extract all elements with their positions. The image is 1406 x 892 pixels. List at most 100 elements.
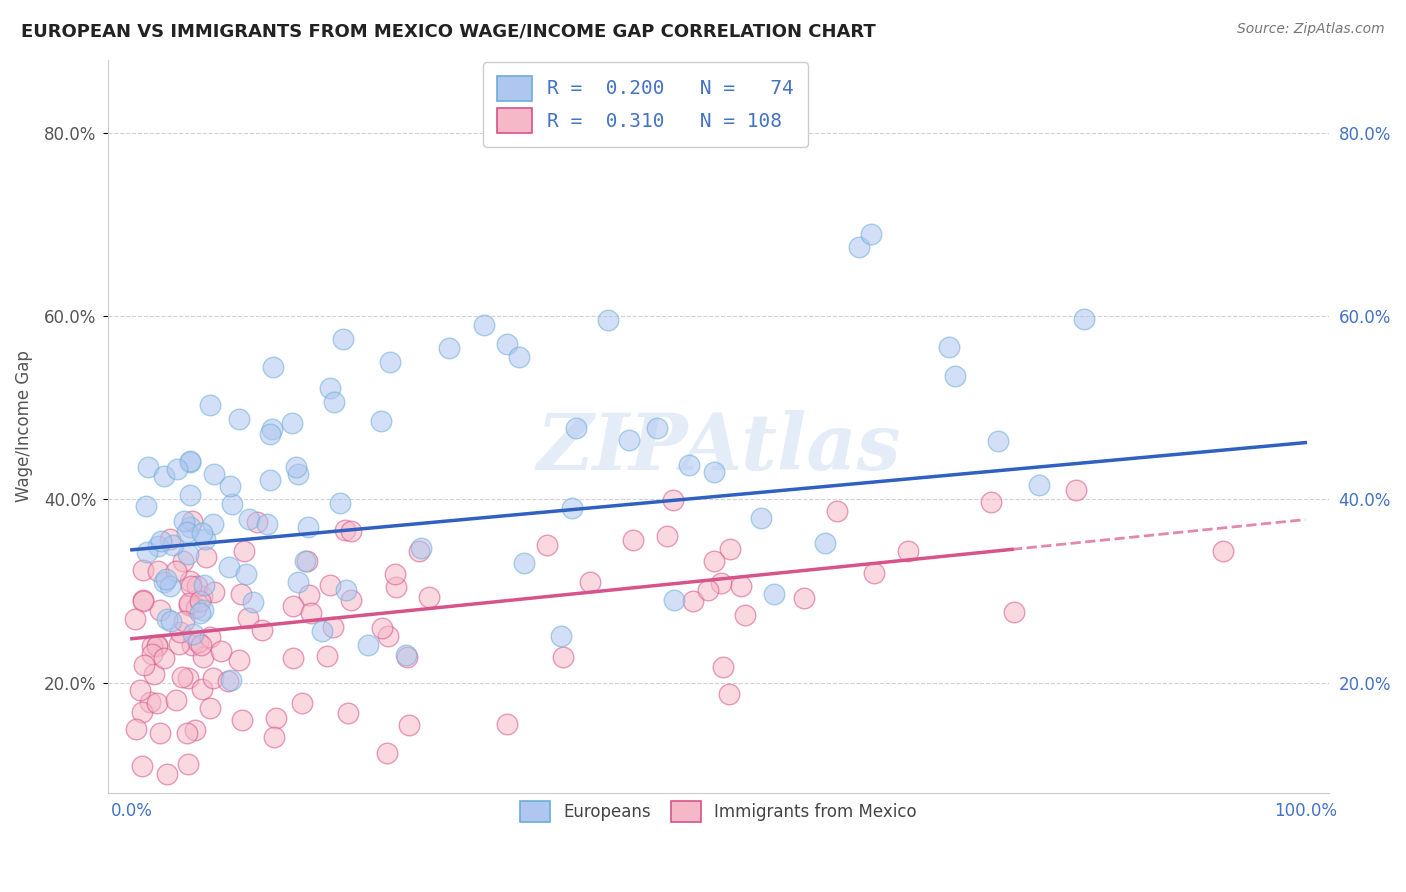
- Point: [623, 533, 645, 548]
- Point: [156, 767, 179, 781]
- Point: [217, 674, 239, 689]
- Point: [561, 501, 583, 516]
- Point: [710, 575, 733, 590]
- Point: [283, 599, 305, 613]
- Point: [377, 629, 399, 643]
- Point: [177, 756, 200, 771]
- Point: [322, 395, 344, 409]
- Point: [395, 648, 418, 662]
- Point: [142, 666, 165, 681]
- Point: [166, 462, 188, 476]
- Point: [496, 336, 519, 351]
- Point: [149, 603, 172, 617]
- Point: [131, 759, 153, 773]
- Point: [176, 524, 198, 539]
- Point: [579, 574, 602, 589]
- Point: [231, 713, 253, 727]
- Point: [678, 458, 700, 472]
- Point: [180, 579, 202, 593]
- Point: [408, 543, 430, 558]
- Point: [311, 624, 333, 639]
- Text: ZIPAtlas: ZIPAtlas: [536, 409, 901, 486]
- Text: Source: ZipAtlas.com: Source: ZipAtlas.com: [1237, 22, 1385, 37]
- Point: [793, 591, 815, 605]
- Point: [336, 706, 359, 721]
- Point: [262, 359, 284, 374]
- Point: [177, 596, 200, 610]
- Point: [132, 593, 155, 607]
- Point: [263, 731, 285, 745]
- Point: [751, 511, 773, 525]
- Point: [195, 549, 218, 564]
- Point: [418, 590, 440, 604]
- Point: [987, 434, 1010, 449]
- Point: [165, 564, 187, 578]
- Point: [717, 687, 740, 701]
- Point: [153, 469, 176, 483]
- Point: [1212, 543, 1234, 558]
- Point: [221, 497, 243, 511]
- Point: [193, 603, 215, 617]
- Point: [329, 496, 352, 510]
- Point: [316, 649, 339, 664]
- Point: [357, 638, 380, 652]
- Point: [191, 589, 214, 603]
- Point: [180, 514, 202, 528]
- Point: [159, 579, 181, 593]
- Point: [664, 593, 686, 607]
- Point: [1073, 312, 1095, 326]
- Point: [155, 572, 177, 586]
- Point: [146, 638, 169, 652]
- Point: [384, 580, 406, 594]
- Point: [169, 625, 191, 640]
- Point: [179, 519, 201, 533]
- Text: EUROPEAN VS IMMIGRANTS FROM MEXICO WAGE/INCOME GAP CORRELATION CHART: EUROPEAN VS IMMIGRANTS FROM MEXICO WAGE/…: [21, 22, 876, 40]
- Point: [508, 351, 530, 365]
- Point: [246, 515, 269, 529]
- Point: [190, 638, 212, 652]
- Point: [763, 587, 786, 601]
- Point: [938, 340, 960, 354]
- Point: [198, 398, 221, 412]
- Point: [285, 459, 308, 474]
- Point: [200, 630, 222, 644]
- Point: [179, 454, 201, 468]
- Point: [146, 564, 169, 578]
- Point: [242, 595, 264, 609]
- Point: [825, 504, 848, 518]
- Point: [238, 512, 260, 526]
- Point: [159, 532, 181, 546]
- Point: [176, 726, 198, 740]
- Point: [177, 598, 200, 612]
- Point: [283, 651, 305, 665]
- Point: [711, 660, 734, 674]
- Point: [124, 612, 146, 626]
- Point: [340, 592, 363, 607]
- Point: [124, 722, 146, 736]
- Point: [186, 601, 208, 615]
- Point: [377, 746, 399, 760]
- Point: [598, 313, 620, 327]
- Point: [179, 488, 201, 502]
- Point: [201, 671, 224, 685]
- Point: [256, 516, 278, 531]
- Point: [180, 638, 202, 652]
- Point: [232, 544, 254, 558]
- Point: [173, 614, 195, 628]
- Point: [319, 381, 342, 395]
- Point: [194, 532, 217, 546]
- Point: [437, 341, 460, 355]
- Point: [191, 526, 214, 541]
- Point: [186, 579, 208, 593]
- Point: [332, 332, 354, 346]
- Point: [550, 629, 572, 643]
- Point: [188, 593, 211, 607]
- Point: [155, 612, 177, 626]
- Point: [335, 583, 357, 598]
- Point: [152, 575, 174, 590]
- Point: [209, 643, 232, 657]
- Point: [980, 495, 1002, 509]
- Point: [191, 682, 214, 697]
- Point: [202, 467, 225, 482]
- Point: [236, 611, 259, 625]
